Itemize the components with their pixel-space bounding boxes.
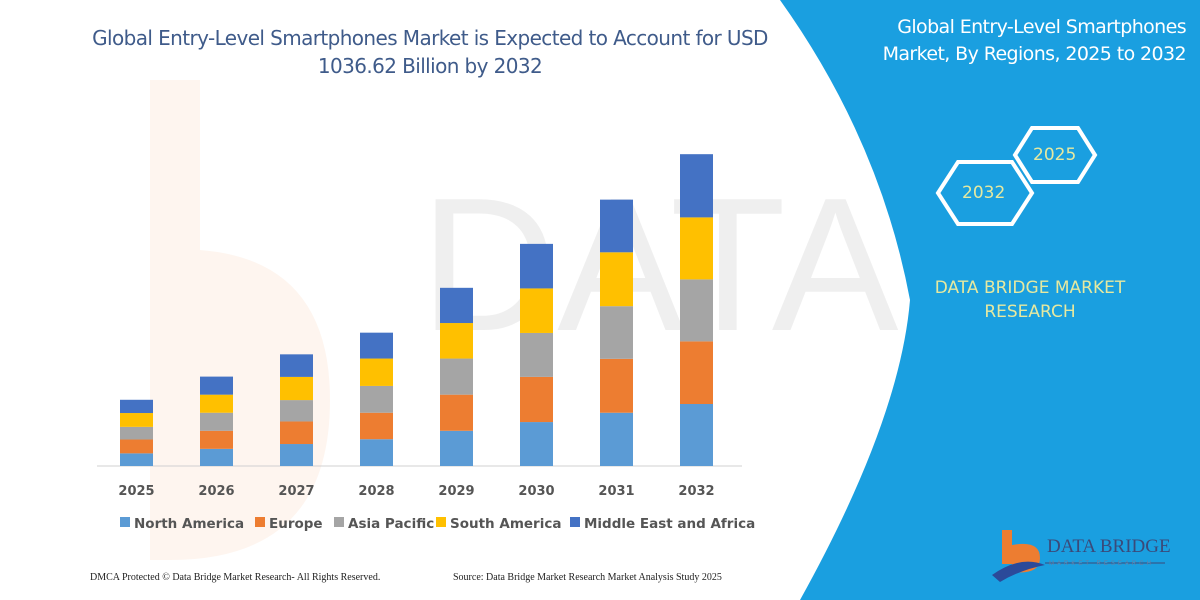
legend-swatch <box>334 517 344 527</box>
x-tick-label: 2031 <box>598 484 634 499</box>
side-panel <box>780 0 1200 600</box>
legend-label: Asia Pacific <box>348 516 434 532</box>
bar-2028-middle-east-and-africa <box>360 332 393 359</box>
bar-2026-north-america <box>200 448 233 466</box>
data-bridge-logo <box>992 530 1165 582</box>
bar-2032-asia-pacific <box>680 279 713 342</box>
bar-2032-europe <box>680 341 713 404</box>
bar-2026-middle-east-and-africa <box>200 376 233 395</box>
legend-swatch <box>436 517 446 527</box>
bar-2031-europe <box>600 358 633 413</box>
bar-2027-europe <box>280 421 313 445</box>
bar-2028-south-america <box>360 358 393 386</box>
x-tick-label: 2030 <box>518 484 554 499</box>
bar-2025-asia-pacific <box>120 426 153 440</box>
legend-label: South America <box>450 516 561 532</box>
bar-2026-south-america <box>200 394 233 413</box>
bar-2025-middle-east-and-africa <box>120 399 153 414</box>
bar-2030-middle-east-and-africa <box>520 243 553 289</box>
legend-swatch <box>570 517 580 527</box>
bar-2027-middle-east-and-africa <box>280 354 313 377</box>
legend-label: Europe <box>269 516 323 532</box>
x-tick-label: 2027 <box>278 484 314 499</box>
bar-2025-north-america <box>120 453 153 466</box>
bar-2026-europe <box>200 430 233 449</box>
footer-copyright: DMCA Protected © Data Bridge Market Rese… <box>90 572 381 583</box>
logo-subtext: MARKET RESEARCH <box>1049 561 1154 567</box>
x-tick-label: 2028 <box>358 484 394 499</box>
hex-year-2025: 2025 <box>1033 145 1077 165</box>
bar-2029-asia-pacific <box>440 358 473 395</box>
bar-2030-europe <box>520 376 553 423</box>
chart-title: Global Entry-Level Smartphones Market is… <box>92 26 768 78</box>
bar-2028-asia-pacific <box>360 385 393 413</box>
bar-2030-north-america <box>520 422 553 466</box>
bar-2031-middle-east-and-africa <box>600 199 633 253</box>
legend-label: North America <box>134 516 244 532</box>
bar-2030-asia-pacific <box>520 332 553 377</box>
bar-2031-asia-pacific <box>600 306 633 359</box>
bar-2032-south-america <box>680 217 713 280</box>
bar-2027-asia-pacific <box>280 400 313 422</box>
footer-source: Source: Data Bridge Market Research Mark… <box>453 572 722 583</box>
bar-2027-south-america <box>280 376 313 401</box>
bar-2025-europe <box>120 439 153 454</box>
bar-2028-europe <box>360 412 393 440</box>
hexagon-icons <box>935 126 1098 226</box>
x-tick-label: 2026 <box>198 484 234 499</box>
bar-2031-north-america <box>600 412 633 466</box>
legend-label: Middle East and Africa <box>584 516 755 532</box>
side-panel-title: Global Entry-Level Smartphones Market, B… <box>882 16 1187 65</box>
bar-2029-middle-east-and-africa <box>440 287 473 324</box>
bar-2032-middle-east-and-africa <box>680 154 713 218</box>
bar-2025-south-america <box>120 413 153 427</box>
bar-2029-north-america <box>440 430 473 466</box>
bar-2027-north-america <box>280 444 313 466</box>
bar-2026-asia-pacific <box>200 412 233 431</box>
bar-2029-europe <box>440 394 473 431</box>
legend-swatch <box>120 517 130 527</box>
bar-2031-south-america <box>600 252 633 307</box>
legend-swatch <box>255 517 265 527</box>
bar-2028-north-america <box>360 439 393 466</box>
x-tick-label: 2029 <box>438 484 474 499</box>
bar-2029-south-america <box>440 323 473 359</box>
x-tick-label: 2025 <box>118 484 154 499</box>
brand-text: DATA BRIDGE MARKET RESEARCH <box>934 278 1126 322</box>
bar-2030-south-america <box>520 288 553 333</box>
stacked-bar-chart: 2025 2026 2027 2028 2029 2030 2031 2032 North A… <box>97 154 755 532</box>
hex-year-2032: 2032 <box>962 183 1006 203</box>
logo-text: DATA BRIDGE <box>1047 536 1171 557</box>
x-tick-label: 2032 <box>678 484 714 499</box>
bar-2032-north-america <box>680 403 713 466</box>
